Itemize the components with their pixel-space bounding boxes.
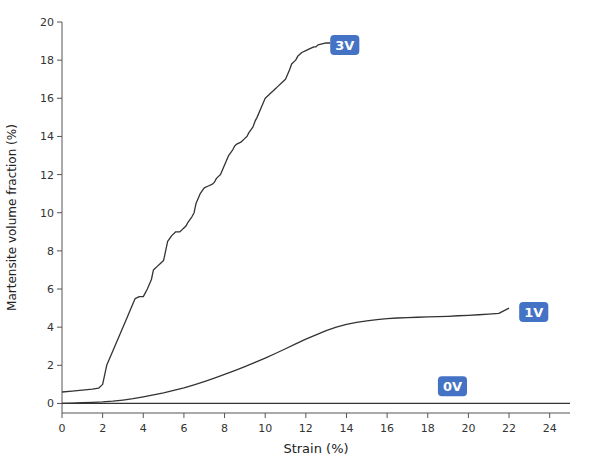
annotation-text: 1V (524, 305, 543, 320)
x-tick (387, 413, 388, 418)
plot-area (62, 43, 570, 403)
y-tick (57, 212, 62, 213)
x-tick-label: 8 (221, 422, 228, 435)
y-tick-label: 16 (40, 92, 54, 105)
x-tick-label: 20 (461, 422, 475, 435)
x-tick-label: 18 (421, 422, 435, 435)
chart: 02468101214161820222402468101214161820St… (0, 0, 604, 465)
x-tick-label: 16 (380, 422, 394, 435)
x-tick (265, 413, 266, 418)
y-tick-label: 4 (47, 321, 54, 334)
line (62, 403, 570, 404)
annotation-text: 3V (335, 38, 354, 53)
y-tick-label: 20 (40, 16, 54, 29)
x-tick (468, 413, 469, 418)
annotation-box (519, 302, 548, 322)
y-tick-label: 6 (47, 283, 54, 296)
y-tick-label: 8 (47, 245, 54, 258)
x-axis (62, 413, 570, 414)
x-tick-label: 6 (180, 422, 187, 435)
x-tick (102, 413, 103, 418)
x-tick-label: 4 (140, 422, 147, 435)
x-tick-label: 2 (99, 422, 106, 435)
y-tick (57, 365, 62, 366)
y-tick (57, 174, 62, 175)
y-axis (62, 22, 63, 413)
y-tick (57, 136, 62, 137)
y-tick (57, 250, 62, 251)
y-tick-label: 0 (47, 397, 54, 410)
x-tick (549, 413, 550, 418)
x-tick-label: 22 (502, 422, 516, 435)
x-tick (509, 413, 510, 418)
y-tick (57, 98, 62, 99)
y-tick (57, 403, 62, 404)
y-tick (57, 60, 62, 61)
y-tick-label: 14 (40, 130, 54, 143)
x-tick (62, 413, 63, 418)
y-tick-label: 10 (40, 207, 54, 220)
x-tick-label: 0 (59, 422, 66, 435)
annotation: 1V (519, 302, 548, 322)
x-tick-label: 24 (543, 422, 557, 435)
y-tick-label: 12 (40, 169, 54, 182)
annotation-box (438, 376, 467, 396)
x-tick-label: 14 (339, 422, 353, 435)
y-axis-label: Martensite volume fraction (%) (5, 124, 19, 311)
y-tick (57, 289, 62, 290)
x-tick-label: 12 (299, 422, 313, 435)
annotation: 3V (330, 35, 359, 55)
annotation-text: 0V (443, 379, 462, 394)
x-tick (183, 413, 184, 418)
y-tick (57, 22, 62, 23)
y-tick-label: 18 (40, 54, 54, 67)
annotation-box (330, 35, 359, 55)
x-tick (346, 413, 347, 418)
x-tick-label: 10 (258, 422, 272, 435)
x-tick (143, 413, 144, 418)
line (62, 43, 330, 392)
x-tick (224, 413, 225, 418)
x-tick (427, 413, 428, 418)
x-tick (305, 413, 306, 418)
x-axis-label: Strain (%) (283, 441, 348, 456)
y-tick-label: 2 (47, 359, 54, 372)
line (62, 308, 509, 403)
y-tick (57, 327, 62, 328)
annotation: 0V (438, 376, 467, 396)
